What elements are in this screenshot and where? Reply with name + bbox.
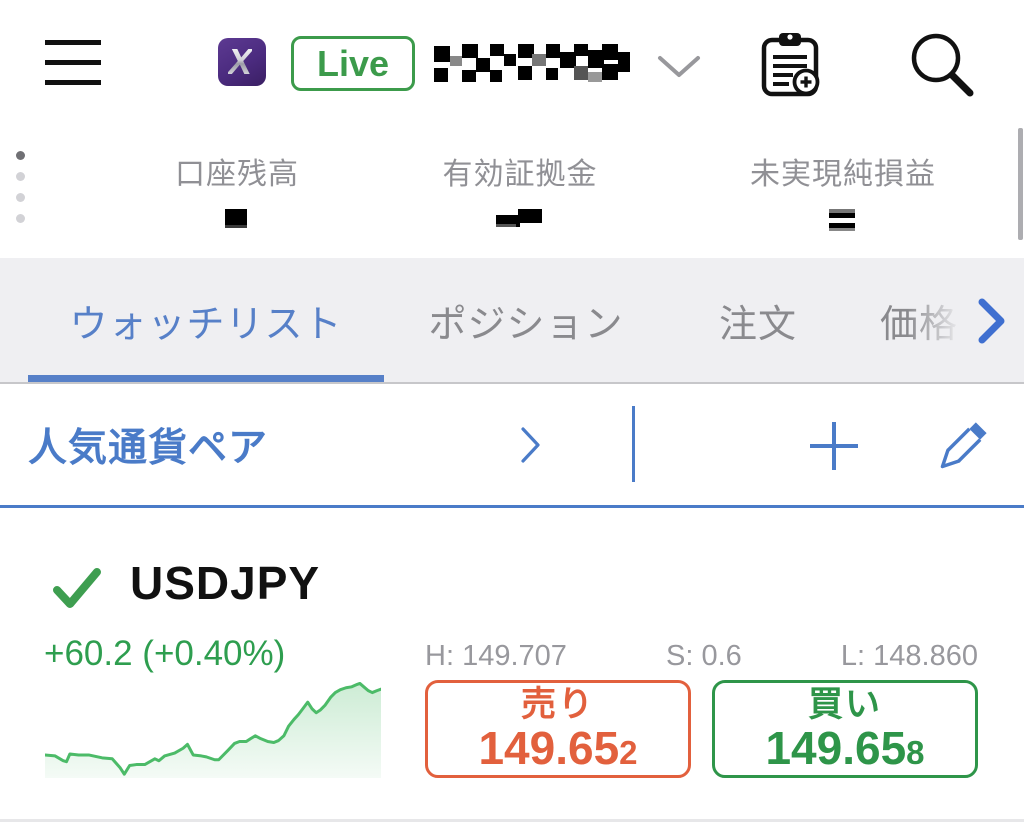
chevron-down-icon: [658, 56, 700, 77]
tab-positions-label: ポジション: [428, 303, 624, 346]
account-balance-column: 口座残高: [107, 149, 367, 229]
symbol-name: USDJPY: [130, 557, 321, 609]
clipboard-plus-icon: [761, 33, 820, 97]
hamburger-bar: [45, 80, 101, 85]
high-spread-low-row: H: 149.707 S: 0.6 L: 148.860: [425, 640, 978, 672]
price-change: +60.2 (+0.40%): [44, 634, 286, 673]
watchlist-group-selector[interactable]: 人気通貨ペア: [28, 384, 542, 505]
equity-column: 有効証拠金: [390, 149, 650, 229]
redacted-account-number: [434, 44, 630, 82]
sell-price: 149.652: [478, 724, 637, 774]
main-tab-bar: ウォッチリスト ポジション 注文 価格: [0, 258, 1024, 384]
tab-positions[interactable]: ポジション: [420, 258, 632, 382]
sparkline-chart: [45, 682, 381, 778]
row-divider: [0, 819, 1024, 822]
account-number-selector[interactable]: [432, 36, 702, 92]
page-dot: [16, 193, 25, 202]
checkmark-icon: [53, 568, 101, 608]
page-indicator-dots: [16, 151, 28, 235]
spread-value: S: 0.6: [666, 640, 742, 672]
high-value: H: 149.707: [425, 640, 567, 672]
edit-watchlist-button[interactable]: [936, 416, 992, 474]
high-number: 149.707: [462, 640, 567, 672]
scrollbar-thumb[interactable]: [1018, 128, 1023, 240]
low-number: 148.860: [873, 640, 978, 672]
search-button[interactable]: [906, 30, 976, 98]
unrealized-pnl-column: 未実現純損益: [713, 149, 973, 231]
live-account-badge: Live: [291, 36, 415, 91]
new-order-button[interactable]: [757, 30, 823, 98]
selected-check-button[interactable]: [52, 566, 102, 612]
tab-watchlist-label: ウォッチリスト: [69, 303, 343, 346]
low-label: L:: [840, 640, 866, 672]
app-logo-icon: X: [218, 38, 266, 86]
sell-price-main: 149.65: [478, 722, 620, 775]
equity-label: 有効証拠金: [442, 158, 598, 191]
chevron-right-small-icon: [521, 426, 540, 463]
account-balance-label: 口座残高: [175, 158, 299, 191]
app-header: X Live: [0, 0, 1024, 125]
search-icon: [911, 33, 974, 97]
buy-button[interactable]: 買い 149.658: [712, 680, 978, 778]
buy-price-main: 149.65: [765, 722, 907, 775]
page-dot-active: [16, 151, 25, 160]
hamburger-bar: [45, 40, 101, 45]
watchlist-section-header: 人気通貨ペア: [0, 384, 1024, 508]
hamburger-menu-button[interactable]: [45, 38, 101, 88]
buy-button-label: 買い: [807, 684, 882, 724]
unrealized-pnl-value-redacted: [713, 209, 973, 231]
page-dot: [16, 214, 25, 223]
buy-price-pip: 8: [906, 734, 925, 772]
plus-icon: [810, 422, 858, 470]
sell-button-label: 売り: [520, 684, 595, 724]
add-symbol-button[interactable]: [806, 418, 862, 474]
watchlist-group-title: 人気通貨ペア: [28, 426, 269, 470]
logo-x-glyph: X: [227, 41, 252, 82]
active-tab-underline: [28, 375, 384, 382]
high-label: H:: [425, 640, 454, 672]
low-value: L: 148.860: [841, 640, 978, 672]
equity-value-redacted: [390, 209, 650, 229]
hamburger-bar: [45, 60, 101, 65]
tab-orders-label: 注文: [718, 303, 797, 346]
spread-number: 0.6: [701, 640, 742, 672]
live-badge-label: Live: [316, 42, 390, 84]
tab-watchlist[interactable]: ウォッチリスト: [28, 258, 384, 382]
watchlist-row-usdjpy[interactable]: USDJPY +60.2 (+0.40%) H: 149.707 S: 0.6: [0, 508, 1024, 820]
page-dot: [16, 172, 25, 181]
tabs-overflow-button[interactable]: [978, 298, 1006, 347]
spread-label: S:: [666, 640, 694, 672]
sell-button[interactable]: 売り 149.652: [425, 680, 691, 778]
buy-price: 149.658: [765, 724, 924, 774]
unrealized-pnl-label: 未実現純損益: [750, 158, 936, 191]
tab-prices-label: 価格: [880, 303, 959, 346]
tab-orders[interactable]: 注文: [690, 258, 826, 382]
sell-price-pip: 2: [619, 734, 638, 772]
account-summary-panel: 口座残高 有効証拠金 未実現純損益: [0, 125, 1024, 258]
vertical-divider: [632, 406, 635, 482]
tab-prices[interactable]: 価格: [880, 258, 966, 382]
chevron-right-icon: [978, 298, 1005, 344]
pencil-icon: [940, 422, 987, 469]
account-balance-value-redacted: [107, 209, 367, 229]
